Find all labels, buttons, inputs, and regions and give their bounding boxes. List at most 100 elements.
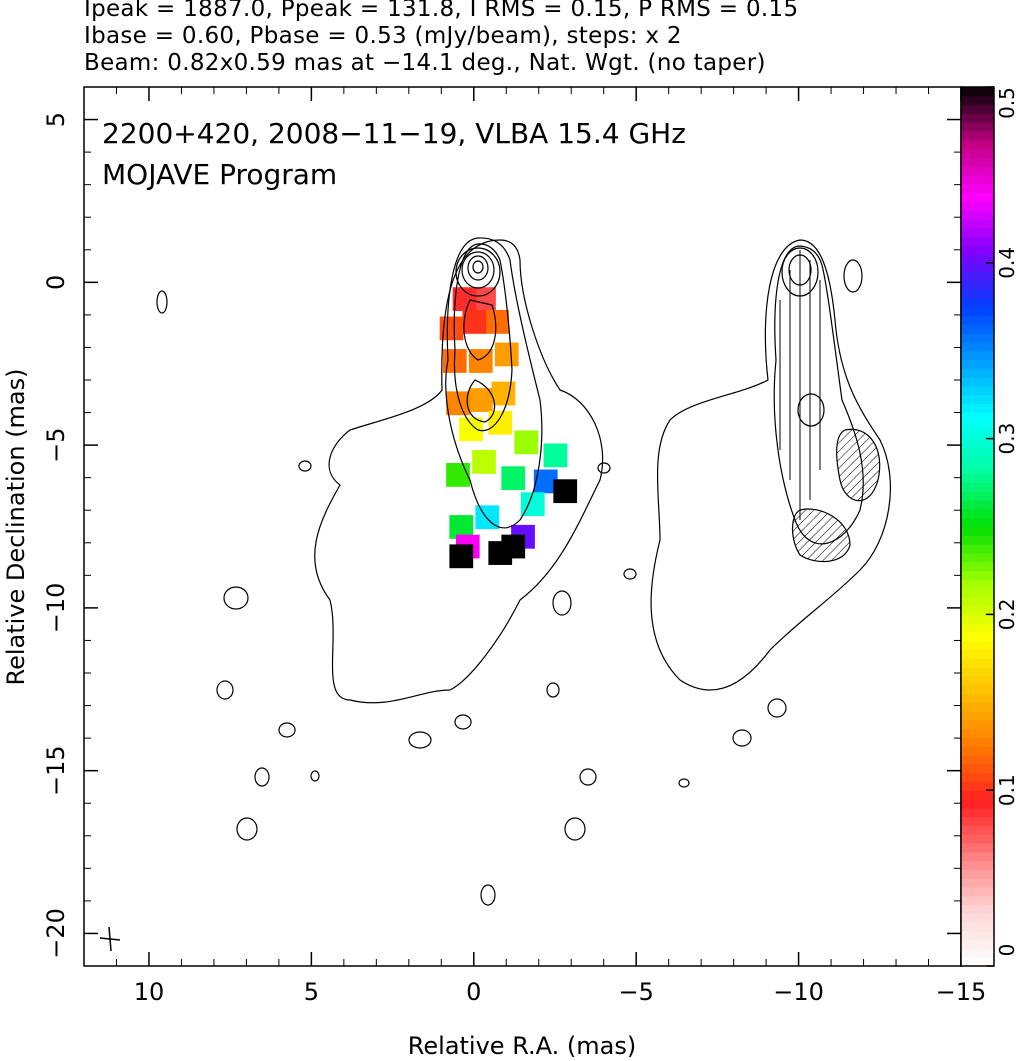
colorbar-segment (961, 649, 994, 659)
colorbar-segment (961, 596, 994, 607)
colorbar-segment (961, 148, 994, 158)
colorbar-segment (961, 192, 994, 202)
colorbar-segment (961, 324, 994, 334)
colorbar-tick-label: 0 (995, 944, 1019, 957)
colorbar-segment (961, 377, 994, 387)
colorbar-segment (961, 394, 994, 405)
y-axis-title: Relative Declination (mas) (2, 368, 30, 685)
polarization-pixel (475, 505, 500, 530)
colorbar-segment (961, 790, 994, 800)
colorbar-segment (961, 913, 994, 923)
colorbar-segment (961, 640, 994, 651)
x-axis-title: Relative R.A. (mas) (408, 1032, 636, 1060)
colorbar-segment (961, 139, 994, 150)
polarization-pixel (491, 381, 516, 406)
colorbar-tick-label: 0.3 (995, 423, 1019, 455)
colorbar-segment (961, 675, 994, 686)
y-tick-label: 0 (42, 275, 70, 290)
colorbar-segment (961, 825, 994, 835)
colorbar-segment (961, 570, 994, 580)
colorbar-segment (961, 904, 994, 914)
colorbar-segment (961, 711, 994, 721)
x-tick-label: −5 (618, 978, 653, 1006)
colorbar-segment (961, 473, 994, 484)
polarization-pixel (462, 310, 487, 334)
colorbar-frame (960, 86, 995, 967)
x-axis: 10 5 0 −5 −10 −15 (83, 87, 987, 1006)
colorbar-segment (961, 359, 994, 369)
colorbar-segment (961, 447, 994, 457)
beam-marker (99, 926, 121, 952)
colorbar-segment (961, 798, 994, 809)
colorbar-segment (961, 517, 994, 528)
polarization-pixel (494, 342, 519, 367)
colorbar-segment (961, 456, 994, 466)
colorbar-segment (961, 552, 994, 563)
polarization-pixel (452, 287, 477, 312)
y-tick-label: −5 (42, 427, 70, 462)
source-annotation: 2200+420, 2008−11−19, VLBA 15.4 GHz (102, 117, 686, 150)
colorbar-segment (961, 544, 994, 554)
y-tick-label: 5 (42, 112, 70, 127)
colorbar-segment (961, 254, 994, 264)
colorbar-segment (961, 95, 994, 106)
colorbar-segment (961, 333, 994, 343)
colorbar-segment (961, 491, 994, 501)
colorbar-segment (961, 280, 994, 290)
polarization-pixel (472, 449, 496, 474)
colorbar-segment (961, 306, 994, 317)
polarization-pixel (449, 544, 474, 569)
polarization-pixel (501, 534, 526, 559)
colorbar-segment (961, 834, 994, 844)
colorbar-segment (961, 174, 994, 185)
polarization-pixel (520, 492, 545, 517)
colorbar-tick-label: 0.5 (995, 87, 1019, 119)
polarization-pixel (468, 388, 493, 412)
colorbar: 0 0.1 0.2 0.3 0.4 0.5 (960, 86, 1019, 967)
colorbar-tick-label: 0.1 (995, 774, 1019, 806)
colorbar-segment (961, 807, 994, 818)
colorbar-segment (961, 421, 994, 431)
colorbar-segment (961, 886, 994, 897)
colorbar-segment (961, 763, 994, 774)
colorbar-segment (961, 693, 994, 703)
colorbar-segment (961, 350, 994, 361)
colorbar-segment (961, 236, 994, 246)
polarization-pixel (459, 417, 483, 442)
colorbar-segment (961, 895, 994, 906)
colorbar-segment (961, 588, 994, 598)
colorbar-segment (961, 667, 994, 677)
colorbar-segment (961, 122, 994, 132)
polarization-pixel (439, 316, 464, 341)
polarization-pixel (501, 466, 526, 491)
colorbar-segment (961, 719, 994, 730)
x-tick-label: 10 (134, 978, 165, 1006)
colorbar-segment (961, 948, 994, 958)
colorbar-segment (961, 535, 994, 545)
colorbar-segment (961, 860, 994, 870)
colorbar-segment (961, 227, 994, 238)
colorbar-segment (961, 385, 994, 396)
header-line-beam: Beam: 0.82x0.59 mas at −14.1 deg., Nat. … (84, 50, 766, 76)
colorbar-segment (961, 297, 994, 308)
y-tick-label: −20 (42, 908, 70, 959)
x-tick-label: −15 (936, 978, 987, 1006)
colorbar-segment (961, 104, 994, 114)
colorbar-segment (961, 210, 994, 220)
y-axis: 5 0 −5 −10 −15 −20 (42, 86, 961, 967)
polarization-pixel (446, 463, 470, 487)
polarization-pixel (543, 443, 568, 468)
colorbar-segment (961, 500, 994, 510)
y-tick-label: −15 (42, 745, 70, 796)
polarization-pixel (446, 391, 470, 416)
header-line-peaks: Ipeak = 1887.0, Ppeak = 131.8, I RMS = 0… (84, 0, 799, 22)
colorbar-tick-label: 0.2 (995, 598, 1019, 630)
polarization-pixel (485, 310, 509, 334)
colorbar-segment (961, 737, 994, 747)
colorbar-segment (961, 271, 994, 281)
colorbar-segment (961, 201, 994, 211)
colorbar-segment (961, 262, 994, 273)
jet-map-area (156, 237, 891, 906)
x-tick-label: 5 (304, 978, 319, 1006)
colorbar-segment (961, 412, 994, 422)
